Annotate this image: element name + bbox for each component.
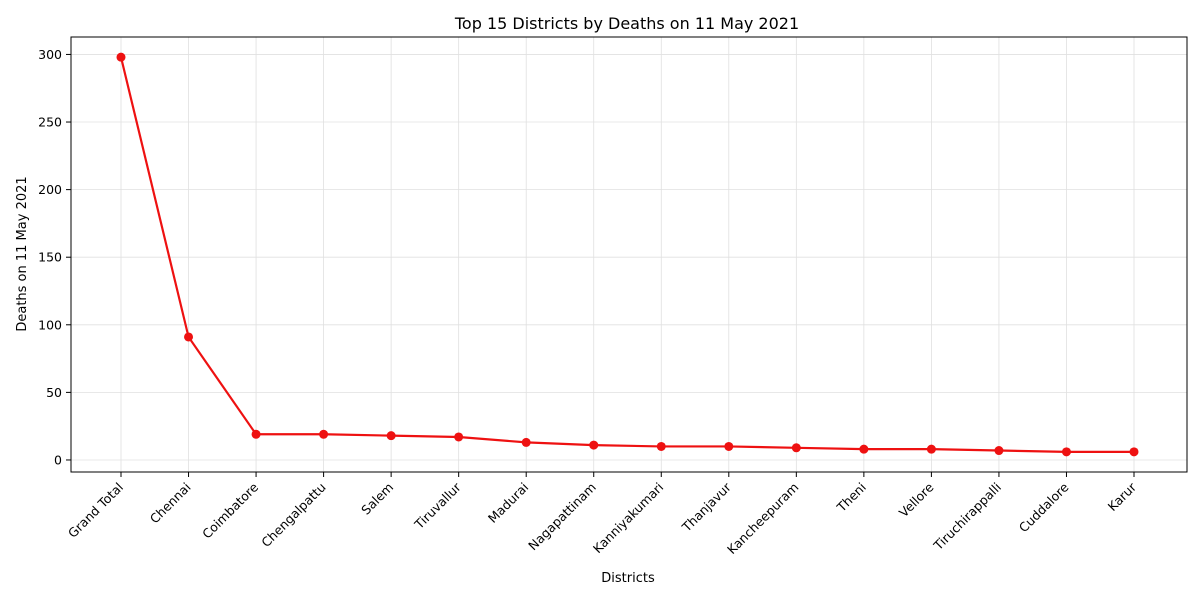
x-tick-label: Coimbatore: [199, 479, 261, 541]
x-tick-label: Tiruvallur: [411, 479, 465, 533]
plot-area-frame: [70, 36, 1188, 473]
x-tick-label: Tiruchirappalli: [930, 480, 1004, 554]
data-point: [184, 332, 194, 342]
chart-title: Top 15 Districts by Deaths on 11 May 202…: [454, 14, 799, 33]
x-tick-label: Thanjavur: [678, 479, 734, 535]
grid-lines: [71, 37, 1187, 472]
x-tick-label: Theni: [833, 480, 869, 516]
x-tick-label: Chengalpattu: [258, 480, 328, 550]
data-point: [589, 440, 599, 450]
axis-ticks: Grand Total Chennai CoimbatoreChengalpattu…: [38, 47, 1140, 557]
y-tick-label: 100: [38, 317, 62, 332]
y-tick-label: 50: [46, 385, 62, 400]
x-tick-label: Salem: [358, 480, 396, 518]
data-point: [319, 429, 329, 439]
data-point: [926, 444, 936, 454]
data-point: [454, 432, 464, 442]
y-tick-label: 0: [54, 452, 62, 467]
x-tick-label: Cuddalore: [1016, 479, 1072, 535]
y-tick-label: 200: [38, 182, 62, 197]
data-point: [1129, 447, 1139, 457]
data-point: [994, 446, 1004, 456]
series-line: [119, 56, 1134, 453]
x-tick-label: Nagapattinam: [525, 480, 599, 554]
data-points: [116, 52, 1139, 457]
y-tick-label: 150: [38, 250, 62, 265]
y-tick-label: 250: [38, 115, 62, 130]
data-point: [859, 444, 869, 454]
data-point: [386, 431, 396, 441]
x-tick-label: Vellore: [896, 479, 937, 520]
y-axis-label: Deaths on 11 May 2021: [15, 176, 30, 331]
x-tick-label: Madurai: [485, 480, 531, 526]
data-point: [251, 429, 261, 439]
data-point: [521, 437, 531, 447]
data-point: [724, 441, 734, 451]
x-tick-label: Kanniyakumari: [590, 480, 667, 557]
data-point: [656, 441, 666, 451]
data-point: [116, 52, 126, 62]
y-tick-label: 300: [38, 47, 62, 62]
x-axis-label: Districts: [601, 571, 655, 586]
x-tick-label: Grand Total: [65, 480, 126, 541]
x-tick-label: Kancheepuram: [724, 480, 801, 557]
x-tick-label: Chennai: [147, 480, 194, 527]
data-point: [1061, 447, 1071, 457]
x-tick-label: Karur: [1105, 479, 1140, 514]
data-point: [791, 443, 801, 453]
